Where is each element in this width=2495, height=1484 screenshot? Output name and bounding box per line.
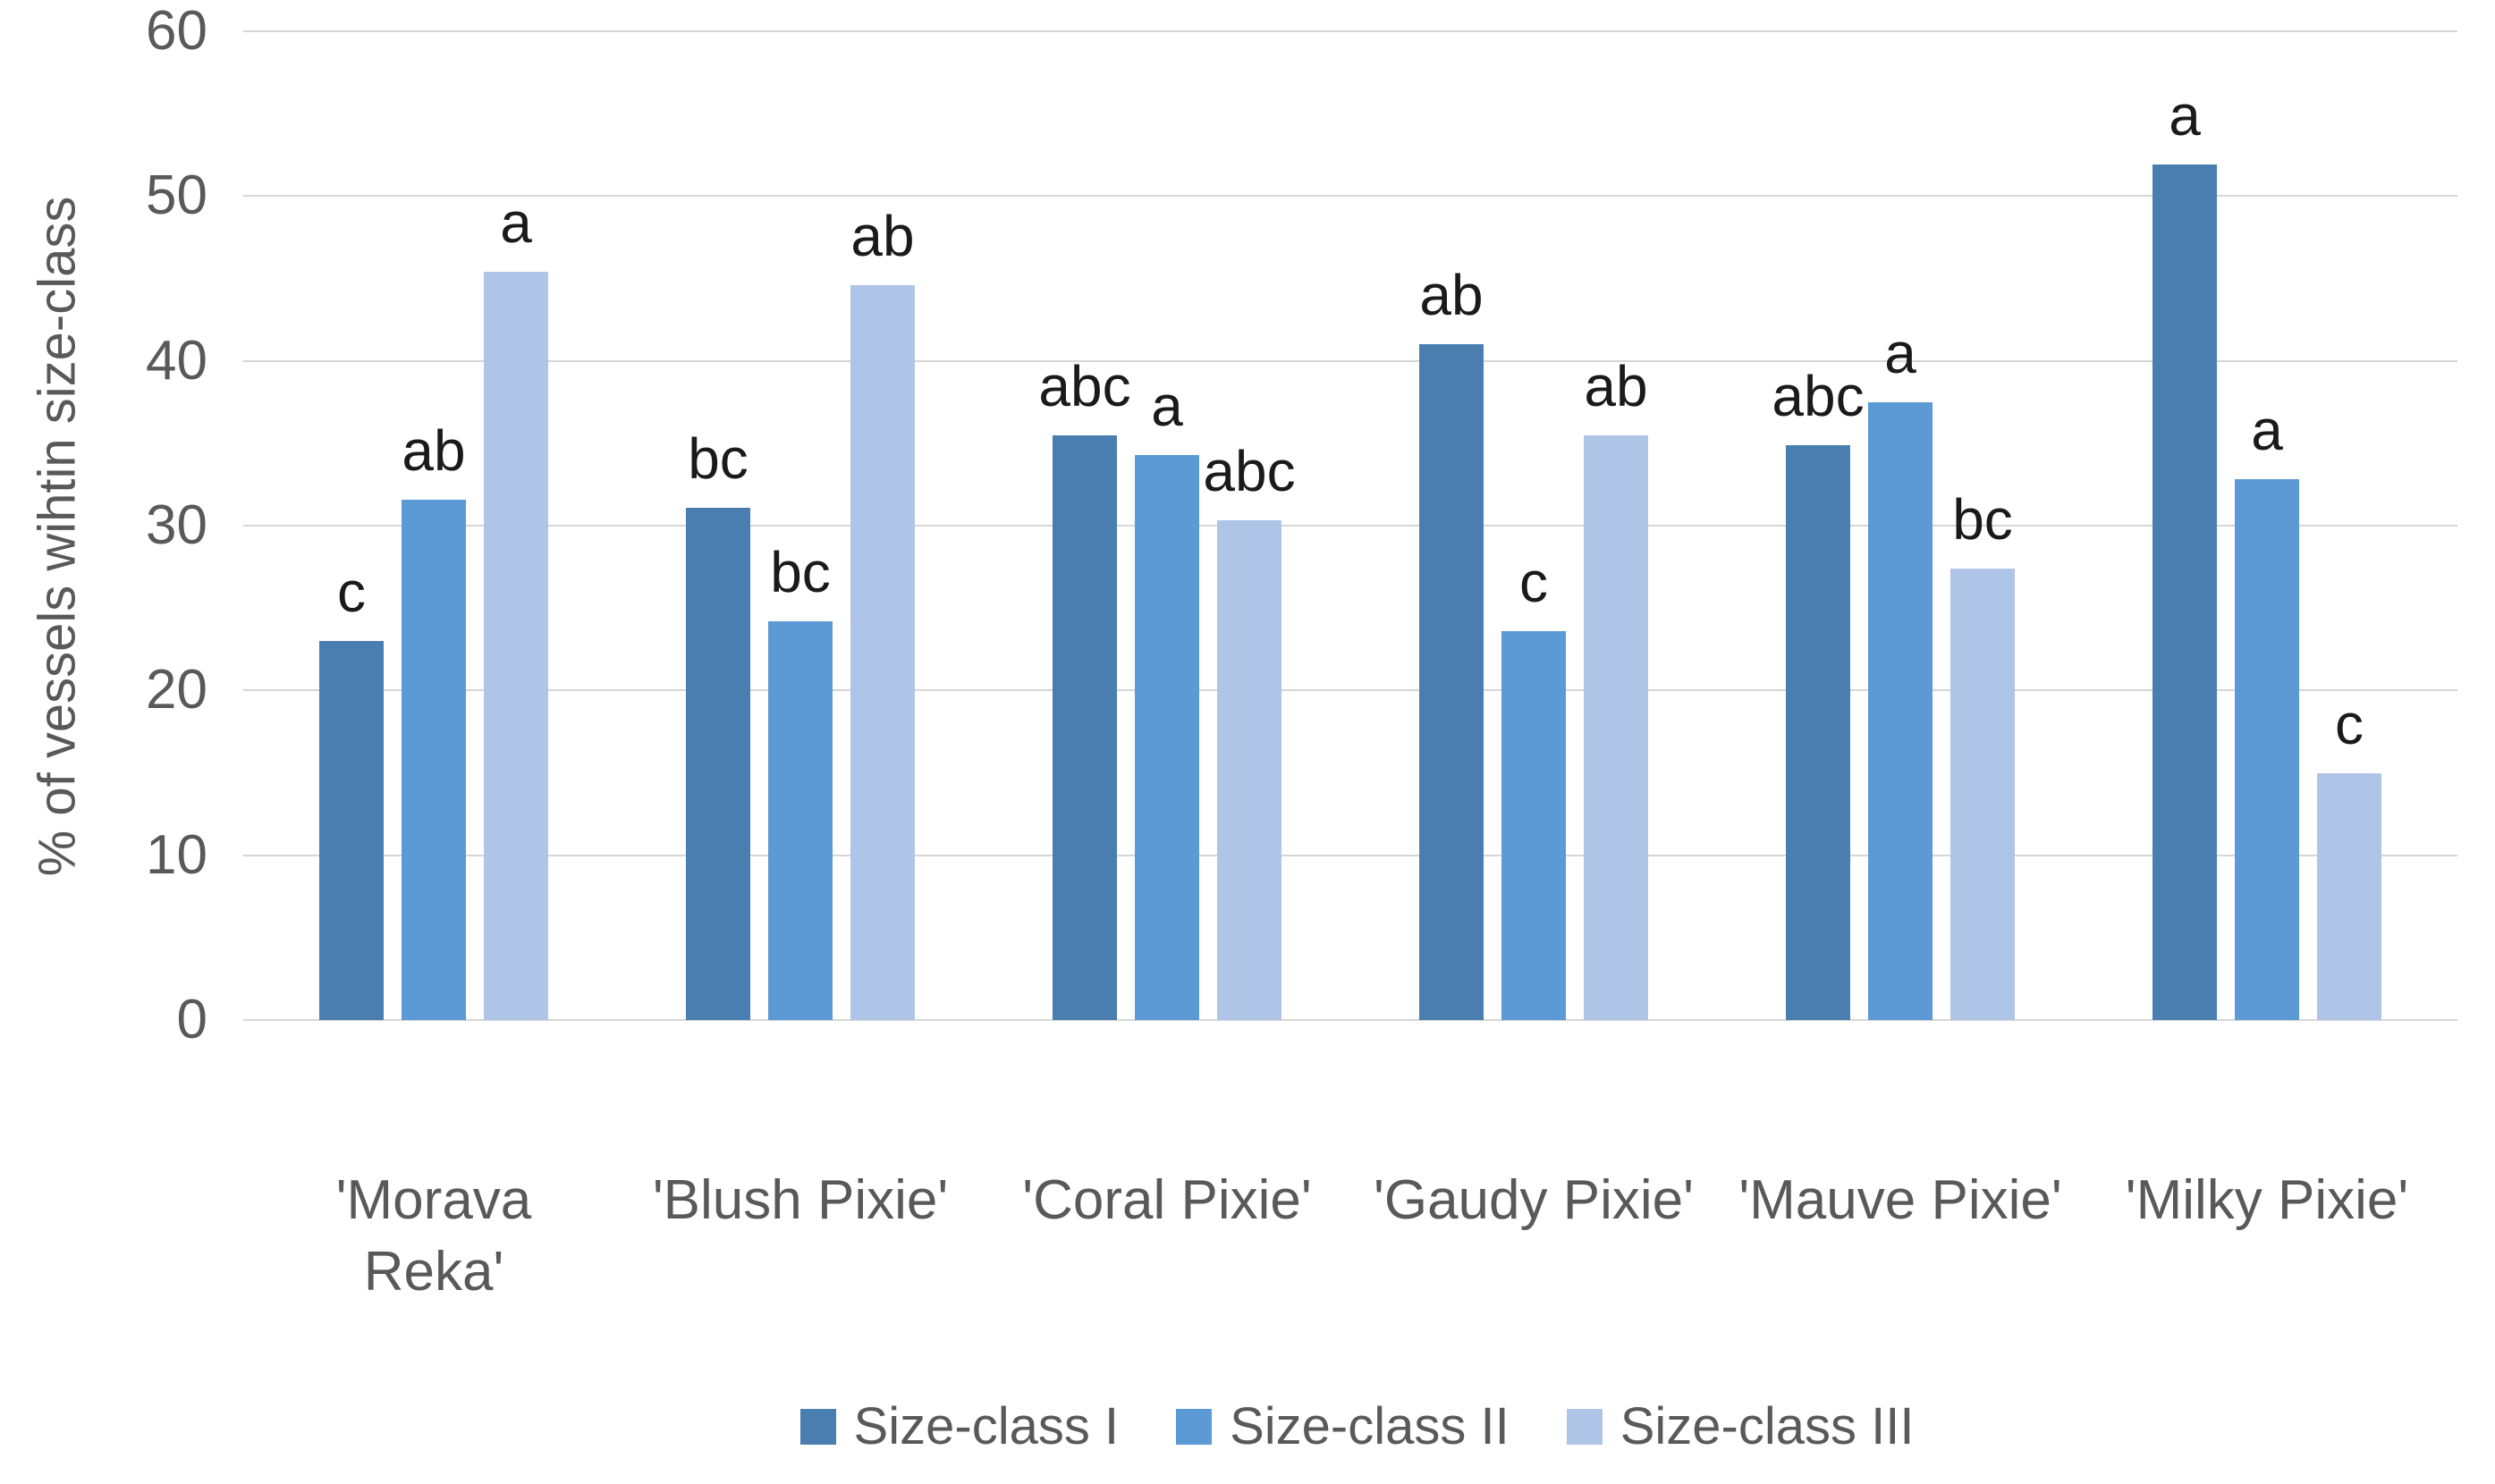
- bar: [768, 620, 833, 1020]
- significance-letter: ab: [1584, 353, 1648, 418]
- bar: [1053, 434, 1117, 1020]
- gridline: [243, 30, 2457, 32]
- significance-letter: abc: [1203, 439, 1296, 504]
- bar: [1584, 434, 1648, 1020]
- significance-letter: bc: [1952, 486, 2013, 552]
- significance-letter: c: [337, 560, 366, 625]
- category-label: 'Milky Pixie': [2061, 1165, 2473, 1236]
- bar: [1217, 520, 1281, 1020]
- bar: [1868, 401, 1933, 1020]
- legend-item: Size-class I: [799, 1396, 1120, 1456]
- category-label: 'Blush Pixie': [595, 1165, 1006, 1236]
- significance-letter: a: [500, 190, 532, 256]
- category-label-line: 'Milky Pixie': [2125, 1169, 2409, 1231]
- legend-swatch: [1176, 1408, 1213, 1445]
- bar: [402, 499, 466, 1020]
- bar: [2152, 164, 2217, 1020]
- y-tick-label: 20: [146, 659, 207, 721]
- significance-letter: a: [1151, 373, 1183, 438]
- bar: [1419, 344, 1484, 1020]
- category-label-line: 'Morava: [335, 1169, 532, 1231]
- gridline: [243, 195, 2457, 198]
- y-tick-label: 0: [176, 989, 207, 1050]
- gridline: [243, 854, 2457, 856]
- category-label: 'Mauve Pixie': [1695, 1165, 2106, 1236]
- legend-label: Size-class III: [1620, 1397, 1915, 1455]
- significance-letter: ab: [1419, 263, 1484, 328]
- significance-letter: a: [2169, 83, 2201, 148]
- significance-letter: abc: [1038, 353, 1131, 418]
- bar: [2317, 772, 2381, 1020]
- category-label: 'Morava Reka': [228, 1165, 639, 1308]
- category-label-line: Reka': [363, 1241, 504, 1303]
- significance-letter: ab: [402, 417, 466, 483]
- y-tick-label: 30: [146, 494, 207, 556]
- bar: [2235, 479, 2299, 1020]
- legend-swatch: [799, 1408, 836, 1445]
- bar: [1501, 630, 1566, 1020]
- legend-label: Size-class I: [853, 1397, 1120, 1455]
- gridline: [243, 689, 2457, 692]
- bar: [1950, 568, 2015, 1020]
- significance-letter: a: [2251, 398, 2283, 463]
- gridline: [243, 525, 2457, 527]
- y-tick-label: 60: [146, 0, 207, 62]
- bar: [850, 284, 915, 1020]
- legend-item: Size-class II: [1176, 1396, 1510, 1456]
- category-label: 'Coral Pixie': [961, 1165, 1373, 1236]
- significance-letter: c: [2335, 691, 2364, 756]
- legend-swatch: [1566, 1408, 1603, 1445]
- legend-label: Size-class II: [1230, 1397, 1510, 1455]
- significance-letter: abc: [1772, 363, 1865, 428]
- bar: [686, 507, 750, 1020]
- y-tick-label: 40: [146, 329, 207, 392]
- category-label-line: 'Blush Pixie': [652, 1169, 949, 1231]
- significance-letter: ab: [850, 203, 915, 268]
- bar: [484, 272, 548, 1020]
- legend: Size-class I Size-class II Size-class III: [259, 1396, 2455, 1456]
- bar: [319, 641, 384, 1020]
- significance-letter: c: [1519, 549, 1548, 614]
- category-label-line: 'Mauve Pixie': [1738, 1169, 2062, 1231]
- significance-letter: bc: [688, 426, 748, 491]
- gridline: [243, 359, 2457, 362]
- significance-letter: a: [1884, 320, 1916, 385]
- y-tick-label: 10: [146, 823, 207, 886]
- y-tick-label: 50: [146, 164, 207, 227]
- bar: [1135, 454, 1199, 1020]
- bar: [1786, 444, 1850, 1020]
- category-label-line: 'Gaudy Pixie': [1374, 1169, 1694, 1231]
- category-label-line: 'Coral Pixie': [1022, 1169, 1312, 1231]
- category-label: 'Gaudy Pixie': [1328, 1165, 1739, 1236]
- gridline: [243, 1019, 2457, 1021]
- legend-item: Size-class III: [1566, 1396, 1915, 1456]
- significance-letter: bc: [770, 539, 831, 604]
